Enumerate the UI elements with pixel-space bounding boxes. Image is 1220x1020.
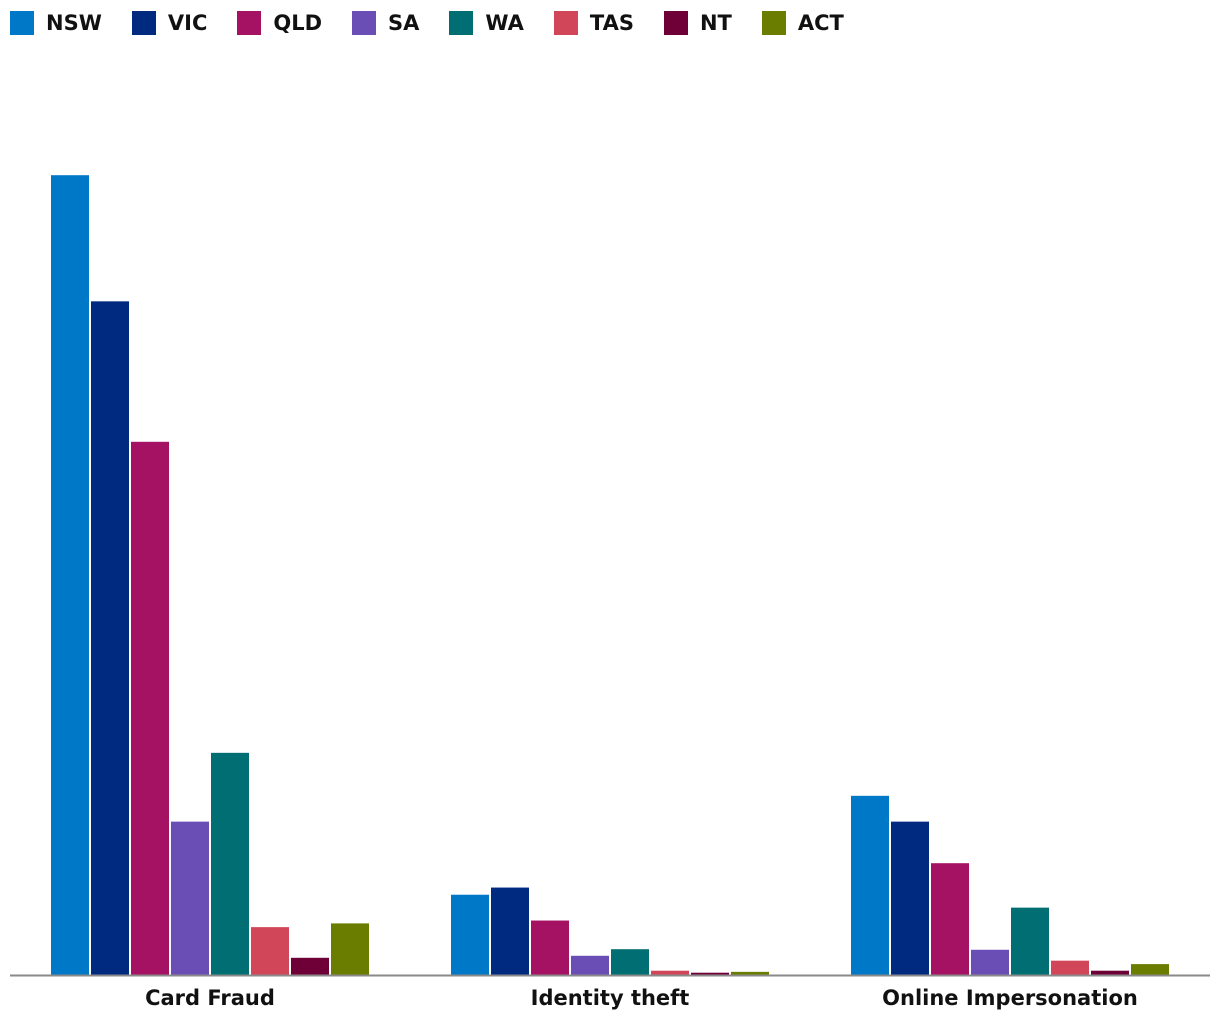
bar-sa-2 bbox=[971, 949, 1009, 975]
bar-sa-1 bbox=[571, 955, 609, 975]
bar-tas-2 bbox=[1051, 960, 1089, 975]
legend-label: NT bbox=[699, 11, 732, 35]
bar-wa-1 bbox=[611, 949, 649, 975]
bar-tas-0 bbox=[251, 927, 289, 975]
legend-item-act: ACT bbox=[761, 11, 844, 35]
bar-group-0 bbox=[51, 175, 369, 975]
bar-group-2 bbox=[851, 795, 1169, 975]
legend: NSW VIC QLD SA WA TAS NT ACT bbox=[10, 10, 874, 36]
x-tick-label: Identity theft bbox=[531, 986, 690, 1010]
bar-wa-0 bbox=[211, 752, 249, 975]
bar-qld-2 bbox=[931, 863, 969, 975]
x-tick-label: Online Impersonation bbox=[882, 986, 1138, 1010]
bar-nt-2 bbox=[1091, 970, 1129, 975]
legend-label: QLD bbox=[273, 11, 323, 35]
legend-label: TAS bbox=[589, 11, 634, 35]
bar-qld-0 bbox=[131, 441, 169, 975]
bar-vic-0 bbox=[91, 301, 129, 975]
bar-qld-1 bbox=[531, 920, 569, 975]
legend-label: VIC bbox=[167, 11, 208, 35]
bar-tas-1 bbox=[651, 970, 689, 975]
bar-nsw-2 bbox=[851, 795, 889, 975]
bar-vic-2 bbox=[891, 821, 929, 975]
legend-swatch bbox=[449, 11, 474, 35]
legend-swatch bbox=[352, 11, 377, 35]
bar-nsw-0 bbox=[51, 175, 89, 975]
bar-act-0 bbox=[331, 923, 369, 975]
bar-nt-1 bbox=[691, 972, 729, 975]
legend-swatch bbox=[553, 11, 578, 35]
legend-item-tas: TAS bbox=[553, 11, 634, 35]
legend-label: WA bbox=[485, 11, 524, 35]
legend-item-wa: WA bbox=[449, 11, 524, 35]
bar-group-1 bbox=[451, 887, 769, 975]
bar-act-2 bbox=[1131, 964, 1169, 975]
legend-swatch bbox=[237, 11, 262, 35]
bar-sa-0 bbox=[171, 821, 209, 975]
legend-label: SA bbox=[388, 11, 420, 35]
legend-swatch bbox=[131, 11, 156, 35]
bar-vic-1 bbox=[491, 887, 529, 975]
bar-nt-0 bbox=[291, 957, 329, 975]
legend-label: ACT bbox=[797, 11, 844, 35]
legend-item-sa: SA bbox=[352, 11, 419, 35]
x-tick-label: Card Fraud bbox=[145, 986, 275, 1010]
legend-swatch bbox=[10, 11, 34, 35]
legend-item-nsw: NSW bbox=[10, 11, 102, 35]
legend-item-vic: VIC bbox=[131, 11, 208, 35]
bar-nsw-1 bbox=[451, 894, 489, 975]
legend-item-nt: NT bbox=[663, 11, 732, 35]
bar-act-1 bbox=[731, 971, 769, 975]
legend-item-qld: QLD bbox=[237, 11, 322, 35]
legend-swatch bbox=[663, 11, 688, 35]
legend-swatch bbox=[761, 11, 786, 35]
bar-wa-2 bbox=[1011, 907, 1049, 975]
legend-label: NSW bbox=[46, 11, 102, 35]
